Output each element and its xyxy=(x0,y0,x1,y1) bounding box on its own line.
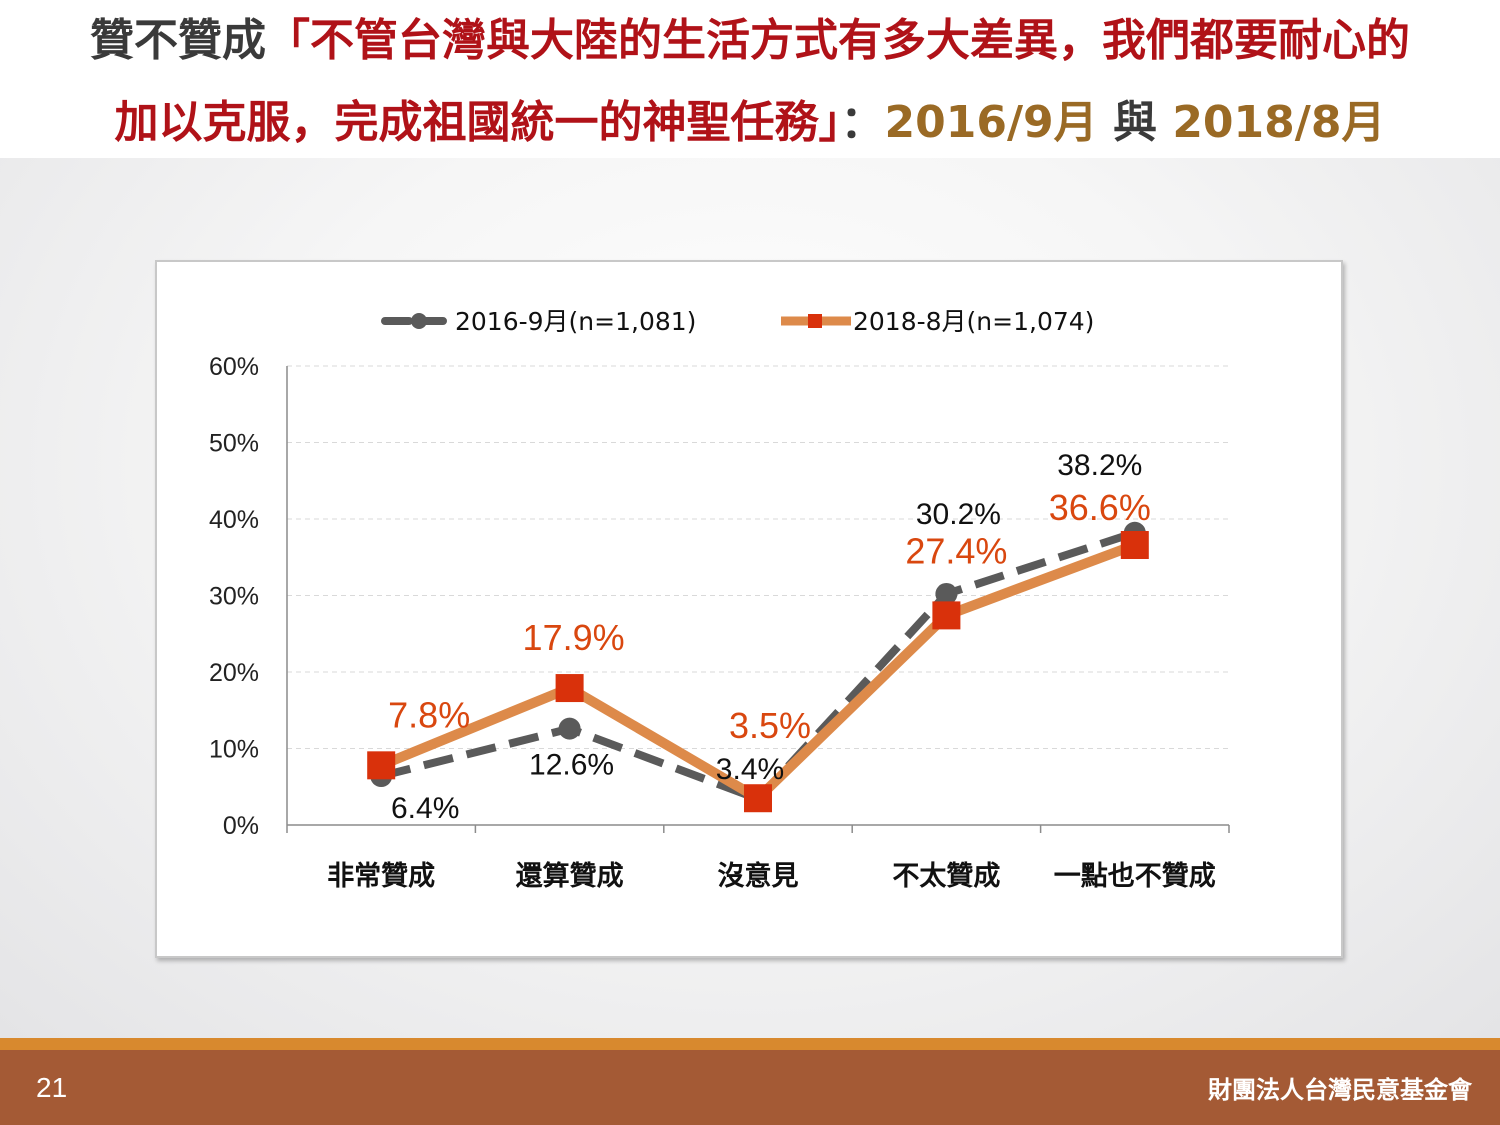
data-label-2016: 6.4% xyxy=(391,792,459,825)
page-number: 21 xyxy=(36,1072,68,1103)
data-label-2018: 3.5% xyxy=(729,705,811,746)
title-and: 與 xyxy=(1097,97,1173,148)
line-chart: 0% 10% 20% 30% 40% 50% 60% 非常贊成 還算贊成 沒意見 不太贊成 一點也不贊… xyxy=(209,307,1230,892)
data-label-2018: 17.9% xyxy=(523,617,625,658)
data-point-2018 xyxy=(932,601,961,630)
data-point-2018 xyxy=(744,784,772,813)
x-category-label: 不太贊成 xyxy=(892,861,1000,892)
data-point-2018 xyxy=(1120,531,1149,560)
data-point-2018 xyxy=(367,751,396,780)
slide-title-line-2: 加以克服，完成祖國統一的神聖任務」：2016/9月 與 2018/8月 xyxy=(0,95,1500,151)
title-prefix: 贊不贊成 xyxy=(90,15,266,66)
y-tick-label: 60% xyxy=(209,353,259,381)
slide-footer: 21 財團法人台灣民意基金會 xyxy=(0,1050,1500,1125)
legend-marker-2016 xyxy=(411,313,427,329)
data-label-2018: 7.8% xyxy=(388,694,470,735)
slide-title-line-1: 贊不贊成「不管台灣與大陸的生活方式有多大差異，我們都要耐心的 xyxy=(0,13,1500,69)
data-label-2016: 12.6% xyxy=(529,749,614,782)
footer-accent-stripe xyxy=(0,1038,1500,1050)
data-label-2016: 3.4% xyxy=(716,753,784,786)
x-category-label: 還算贊成 xyxy=(516,860,624,892)
legend-marker-2018 xyxy=(808,314,822,328)
x-category-label: 沒意見 xyxy=(718,860,799,892)
y-tick-label: 30% xyxy=(209,583,259,611)
chart-panel: 0% 10% 20% 30% 40% 50% 60% 非常贊成 還算贊成 沒意見 不太贊成 一點也不贊… xyxy=(155,260,1343,958)
x-category-label: 非常贊成 xyxy=(327,861,435,892)
data-label-2018: 36.6% xyxy=(1049,487,1151,528)
slide-header: 贊不贊成「不管台灣與大陸的生活方式有多大差異，我們都要耐心的 加以克服，完成祖國… xyxy=(0,0,1500,158)
legend-label-2018: 2018-8月(n=1,074) xyxy=(853,307,1094,336)
y-tick-label: 10% xyxy=(209,736,259,764)
title-date-2018: 2018/8月 xyxy=(1172,97,1386,148)
data-point-2016 xyxy=(935,582,958,605)
y-tick-label: 0% xyxy=(223,812,259,840)
y-tick-label: 50% xyxy=(209,430,259,458)
organization-name: 財團法人台灣民意基金會 xyxy=(1208,1076,1472,1104)
x-category-label: 一點也不贊成 xyxy=(1054,861,1216,892)
title-colon: ： xyxy=(840,97,885,148)
y-tick-label: 40% xyxy=(209,506,259,534)
data-label-2016: 38.2% xyxy=(1057,449,1142,482)
data-label-2018: 27.4% xyxy=(905,530,1007,571)
data-point-2018 xyxy=(555,674,584,703)
data-label-2016: 30.2% xyxy=(916,498,1001,531)
title-quote-part-1: 「不管台灣與大陸的生活方式有多大差異，我們都要耐心的 xyxy=(266,15,1410,66)
title-quote-part-2: 加以克服，完成祖國統一的神聖任務」 xyxy=(114,97,841,148)
legend-label-2016: 2016-9月(n=1,081) xyxy=(455,307,696,336)
y-tick-label: 20% xyxy=(209,659,259,687)
title-date-2016: 2016/9月 xyxy=(884,97,1098,148)
data-point-2016 xyxy=(558,717,581,740)
